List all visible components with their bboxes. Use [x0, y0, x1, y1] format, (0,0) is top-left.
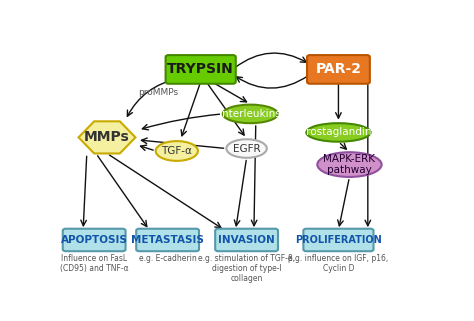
Text: e.g. stimulation of TGF-β,
digestion of type-I
collagen: e.g. stimulation of TGF-β, digestion of … [198, 254, 295, 283]
Ellipse shape [317, 152, 382, 177]
Text: TGF-α: TGF-α [161, 146, 192, 156]
Text: PAR-2: PAR-2 [315, 62, 362, 76]
Text: Prostaglandins: Prostaglandins [300, 127, 377, 137]
Text: e.g. E-cadherin: e.g. E-cadherin [139, 254, 197, 263]
Text: APOPTOSIS: APOPTOSIS [61, 235, 128, 245]
Text: e.g. influence on IGF, p16,
Cyclin D: e.g. influence on IGF, p16, Cyclin D [288, 254, 389, 273]
Text: INVASION: INVASION [218, 235, 275, 245]
Ellipse shape [223, 105, 278, 123]
Ellipse shape [227, 139, 267, 158]
FancyBboxPatch shape [307, 55, 370, 84]
Polygon shape [79, 121, 136, 153]
Text: Influence on FasL
(CD95) and TNF-α: Influence on FasL (CD95) and TNF-α [60, 254, 128, 273]
Text: EGFR: EGFR [233, 143, 260, 153]
Text: Interleukins: Interleukins [219, 109, 281, 119]
FancyBboxPatch shape [303, 229, 374, 251]
Text: PROLIFERATION: PROLIFERATION [295, 235, 382, 245]
Text: proMMPs: proMMPs [138, 88, 178, 97]
FancyBboxPatch shape [63, 229, 126, 251]
Ellipse shape [155, 141, 198, 161]
Text: METASTASIS: METASTASIS [131, 235, 204, 245]
FancyBboxPatch shape [215, 229, 278, 251]
Ellipse shape [306, 123, 371, 142]
FancyBboxPatch shape [136, 229, 199, 251]
Text: TRYPSIN: TRYPSIN [167, 62, 234, 76]
FancyBboxPatch shape [165, 55, 236, 84]
Text: MAPK-ERK
pathway: MAPK-ERK pathway [323, 154, 375, 175]
Text: MMPs: MMPs [84, 130, 130, 144]
